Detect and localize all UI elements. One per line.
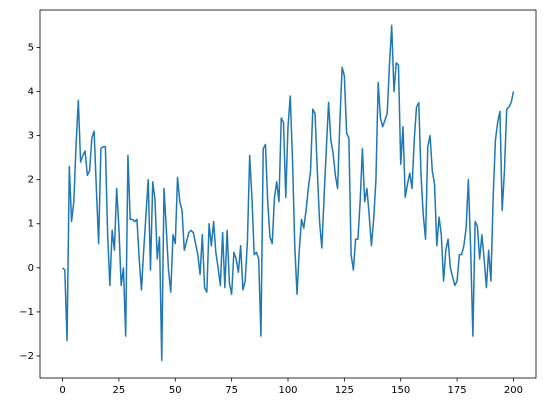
x-tick-label: 25 [113, 385, 126, 396]
x-tick-label: 50 [169, 385, 182, 396]
x-tick-label: 100 [278, 385, 297, 396]
axes-frame [39, 9, 537, 379]
y-tick-label: −1 [19, 307, 34, 318]
y-tick-label: 5 [28, 42, 34, 53]
line-series [62, 24, 515, 362]
x-tick-label: 200 [504, 385, 523, 396]
x-tick-label: 125 [335, 385, 354, 396]
x-tick-label: 150 [391, 385, 410, 396]
x-tick-label: 75 [225, 385, 238, 396]
x-tick-label: 0 [59, 385, 65, 396]
y-tick-label: 4 [28, 87, 34, 98]
y-tick-label: 3 [28, 131, 34, 142]
y-tick-label: −2 [19, 351, 34, 362]
y-tick-label: 1 [28, 219, 34, 230]
y-tick-label: 2 [28, 175, 34, 186]
y-tick-label: 0 [28, 263, 34, 274]
x-tick-label: 175 [448, 385, 467, 396]
